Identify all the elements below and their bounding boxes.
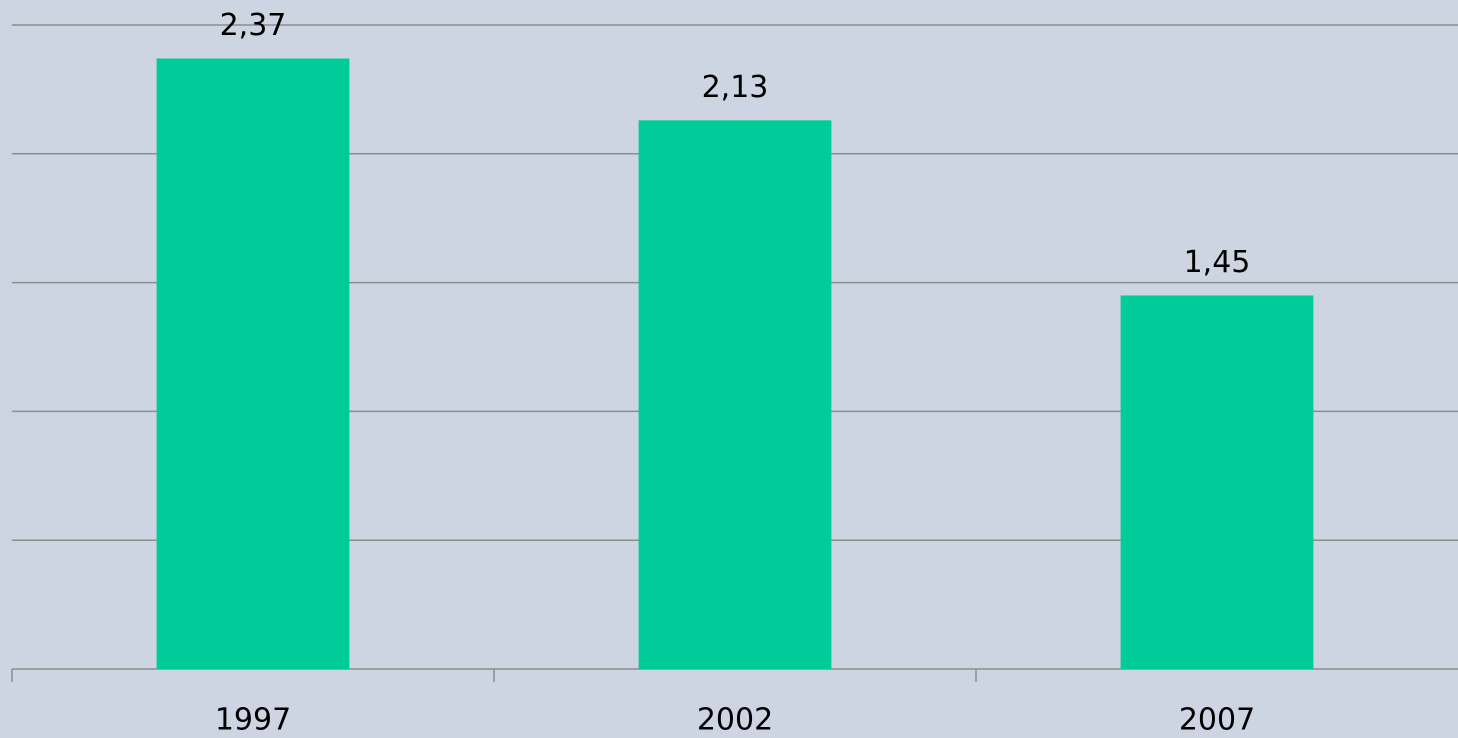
bar [638, 120, 832, 669]
x-tick-label: 2007 [1179, 703, 1255, 738]
bar [156, 58, 350, 670]
value-label: 2,13 [702, 70, 769, 105]
value-label: 1,45 [1184, 245, 1251, 280]
x-tick-label: 1997 [215, 703, 291, 738]
value-label: 2,37 [220, 8, 287, 43]
bar [1120, 295, 1314, 669]
x-tick-label: 2002 [697, 703, 773, 738]
